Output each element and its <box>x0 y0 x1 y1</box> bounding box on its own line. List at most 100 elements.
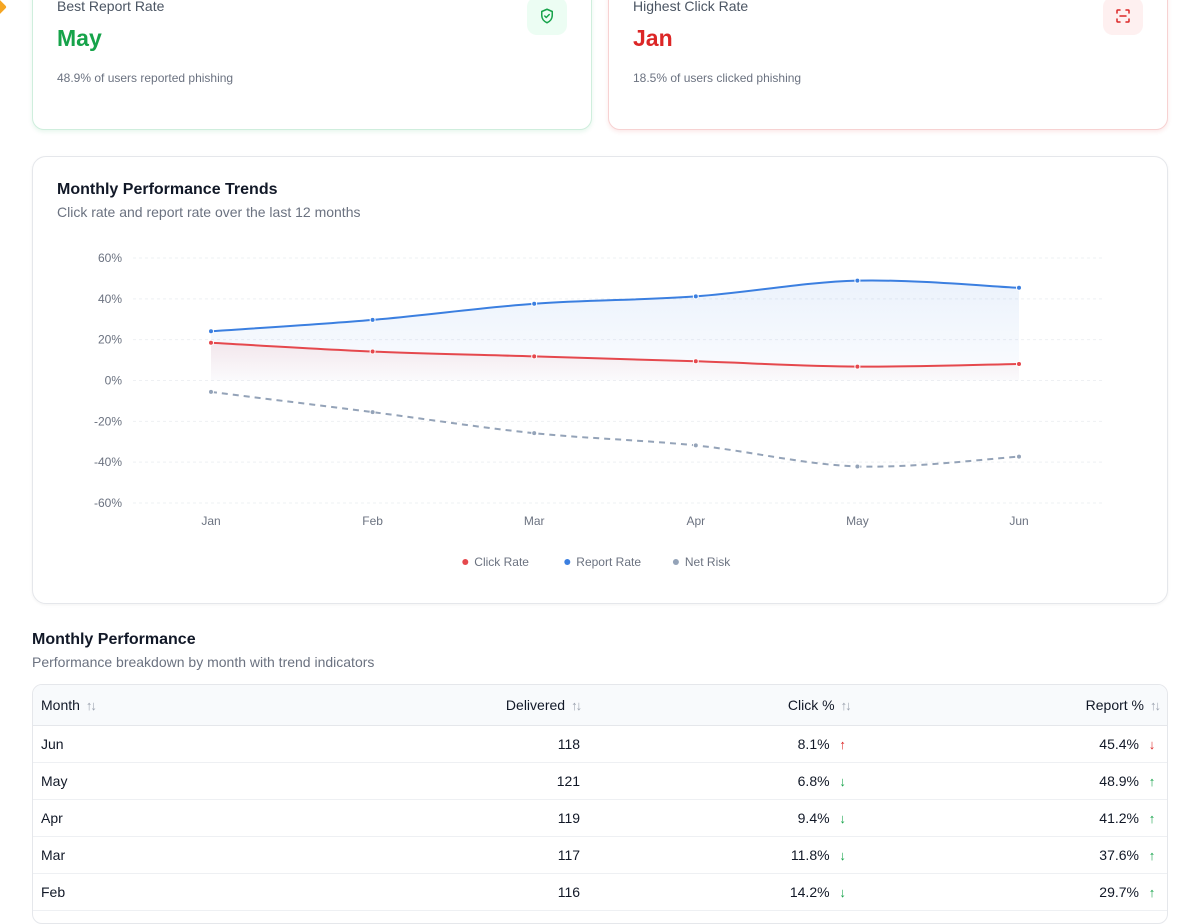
sort-icon: ↑↓ <box>571 698 582 713</box>
report-value: 29.7% <box>1099 884 1139 900</box>
data-point <box>369 409 376 416</box>
card-title: Highest Click Rate <box>633 0 749 14</box>
click-value: 6.8% <box>797 773 830 789</box>
legend-label: Report Rate <box>576 555 641 569</box>
cell-month: Mar <box>33 836 269 874</box>
data-point <box>531 430 538 437</box>
header-label: Click % <box>787 697 835 713</box>
series-line <box>210 390 1020 468</box>
card-value: Jan <box>633 25 673 51</box>
table-row[interactable]: Feb 116 14.2% ↓ 29.7% ↑ <box>33 873 1167 911</box>
trend-up-icon: ↑ <box>1148 774 1156 789</box>
y-tick-label: -40% <box>94 455 122 469</box>
cell-click: 14.2% ↓ <box>588 873 858 911</box>
cell-click: 6.8% ↓ <box>588 762 858 800</box>
report-value: 45.4% <box>1099 736 1139 752</box>
table-header-row: Month ↑↓ Delivered ↑↓ Click % ↑↓ Report % ↑↓ <box>33 685 1167 726</box>
chart-title: Monthly Performance Trends <box>57 181 278 198</box>
x-tick-label: May <box>846 514 869 528</box>
legend-marker <box>564 559 571 565</box>
sort-icon: ↑↓ <box>85 698 97 713</box>
card-title: Best Report Rate <box>57 0 165 14</box>
click-value: 11.8% <box>790 847 830 863</box>
trend-down-icon: ↓ <box>839 848 846 863</box>
data-point <box>531 300 538 307</box>
header-delivered[interactable]: Delivered ↑↓ <box>268 685 589 726</box>
data-point <box>692 442 699 449</box>
cell-report: 29.7% ↑ <box>857 873 1167 911</box>
data-point <box>369 348 376 355</box>
y-tick-label: 60% <box>98 251 122 265</box>
trend-up-icon: ↑ <box>1148 811 1156 826</box>
y-tick-label: 0% <box>105 374 123 388</box>
click-value: 9.4% <box>797 810 830 826</box>
data-point <box>208 339 214 346</box>
header-label: Report % <box>1085 697 1144 713</box>
table-section-title: Monthly Performance <box>32 631 196 648</box>
data-point <box>692 293 699 300</box>
click-value: 8.1% <box>797 736 830 752</box>
data-point <box>208 328 214 335</box>
card-value: May <box>57 25 102 51</box>
data-point <box>369 316 376 323</box>
trend-up-icon: ↑ <box>1148 848 1156 863</box>
legend-marker <box>462 559 469 565</box>
table-row[interactable]: May 121 6.8% ↓ 48.9% ↑ <box>33 762 1167 800</box>
x-tick-label: Mar <box>524 514 545 528</box>
cell-month: Apr <box>33 799 269 837</box>
y-tick-label: -20% <box>94 414 122 428</box>
cell-delivered: 119 <box>268 799 589 837</box>
legend-label: Click Rate <box>474 555 529 569</box>
card-subtitle: 18.5% of users clicked phishing <box>633 71 802 85</box>
series-area <box>211 280 1019 381</box>
performance-trends-card: Monthly Performance Trends Click rate an… <box>32 156 1168 604</box>
x-tick-label: Feb <box>362 514 383 528</box>
header-label: Delivered <box>505 697 566 713</box>
trend-up-icon: ↑ <box>839 737 846 752</box>
cell-report: 41.2% ↑ <box>857 799 1167 837</box>
report-value: 48.9% <box>1099 773 1139 789</box>
sort-icon: ↑↓ <box>1150 698 1161 713</box>
click-value: 14.2% <box>789 884 830 900</box>
cell-report: 37.6% ↑ <box>857 836 1167 874</box>
x-tick-label: Jun <box>1009 514 1028 528</box>
highest-click-rate-card: Highest Click Rate Jan 18.5% of users cl… <box>608 0 1168 130</box>
cell-delivered: 118 <box>268 725 589 763</box>
header-click[interactable]: Click % ↑↓ <box>588 685 858 726</box>
data-point <box>692 358 699 365</box>
cell-report: 48.9% ↑ <box>857 762 1167 800</box>
cell-click: 9.4% ↓ <box>588 799 858 837</box>
x-tick-label: Jan <box>201 514 220 528</box>
cell-delivered: 117 <box>268 836 589 874</box>
header-month[interactable]: Month ↑↓ <box>33 685 269 726</box>
cell-report: 45.4% ↓ <box>857 725 1167 763</box>
data-point <box>854 463 861 470</box>
report-value: 41.2% <box>1099 810 1139 826</box>
brand-diamond-icon <box>0 0 7 17</box>
trend-down-icon: ↓ <box>1148 737 1156 752</box>
sort-icon: ↑↓ <box>840 698 852 713</box>
cell-month: Jun <box>33 725 269 763</box>
chart-subtitle: Click rate and report rate over the last… <box>57 204 361 220</box>
header-label: Month <box>41 697 80 713</box>
cell-month: May <box>33 762 269 800</box>
cell-click: 11.8% ↓ <box>588 836 858 874</box>
cell-delivered: 116 <box>268 873 589 911</box>
data-point <box>854 277 861 284</box>
header-report[interactable]: Report % ↑↓ <box>857 685 1167 726</box>
table-section-subtitle: Performance breakdown by month with tren… <box>32 654 375 670</box>
trend-down-icon: ↓ <box>839 885 846 900</box>
table-row[interactable]: Jun 118 8.1% ↑ 45.4% ↓ <box>33 725 1167 763</box>
data-point <box>208 388 214 395</box>
trend-down-icon: ↓ <box>839 811 846 826</box>
trend-up-icon: ↑ <box>1148 885 1156 900</box>
table-row[interactable]: Apr 119 9.4% ↓ 41.2% ↑ <box>33 799 1167 837</box>
table-row[interactable]: Mar 117 11.8% ↓ 37.6% ↑ <box>33 836 1167 874</box>
trend-down-icon: ↓ <box>839 774 846 789</box>
monthly-performance-table: Month ↑↓ Delivered ↑↓ Click % ↑↓ Report % ↑↓… <box>32 684 1168 924</box>
y-tick-label: 20% <box>98 333 122 347</box>
trend-line-chart: 60% 40% 20% 0% -20% -40% -60% Jan Feb Mar Apr May Ju… <box>94 251 1103 569</box>
y-tick-label: -60% <box>94 496 122 510</box>
best-report-rate-card: Best Report Rate May 48.9% of users repo… <box>32 0 592 130</box>
cell-delivered: 121 <box>268 762 589 800</box>
